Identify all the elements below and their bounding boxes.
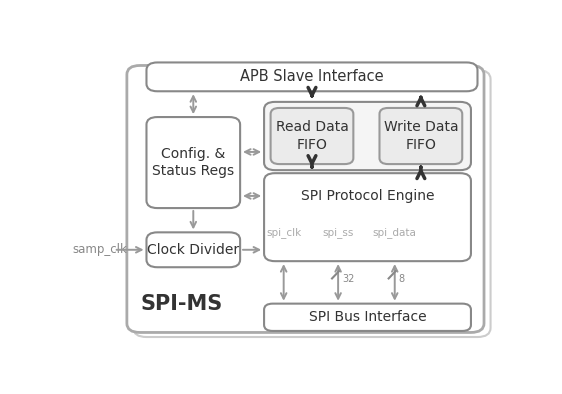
Text: samp_clk: samp_clk (72, 243, 128, 256)
Text: Config. &
Status Regs: Config. & Status Regs (152, 147, 234, 178)
FancyBboxPatch shape (379, 108, 462, 164)
FancyBboxPatch shape (127, 65, 484, 333)
Text: spi_clk: spi_clk (266, 227, 301, 238)
Text: SPI Bus Interface: SPI Bus Interface (309, 310, 427, 324)
FancyBboxPatch shape (147, 63, 478, 91)
FancyBboxPatch shape (147, 232, 240, 267)
Text: SPI Protocol Engine: SPI Protocol Engine (301, 189, 434, 203)
Text: SPI-MS: SPI-MS (140, 294, 223, 314)
Text: Write Data
FIFO: Write Data FIFO (383, 121, 458, 152)
Text: Read Data
FIFO: Read Data FIFO (275, 121, 348, 152)
Text: 32: 32 (342, 274, 355, 284)
FancyBboxPatch shape (264, 173, 471, 261)
Text: Clock Divider: Clock Divider (147, 243, 239, 257)
FancyBboxPatch shape (264, 102, 471, 170)
FancyBboxPatch shape (147, 117, 240, 208)
FancyBboxPatch shape (264, 304, 471, 331)
Text: spi_data: spi_data (373, 227, 416, 238)
Text: spi_ss: spi_ss (323, 227, 354, 238)
FancyBboxPatch shape (271, 108, 353, 164)
Text: APB Slave Interface: APB Slave Interface (240, 69, 384, 84)
Text: 8: 8 (398, 274, 405, 284)
